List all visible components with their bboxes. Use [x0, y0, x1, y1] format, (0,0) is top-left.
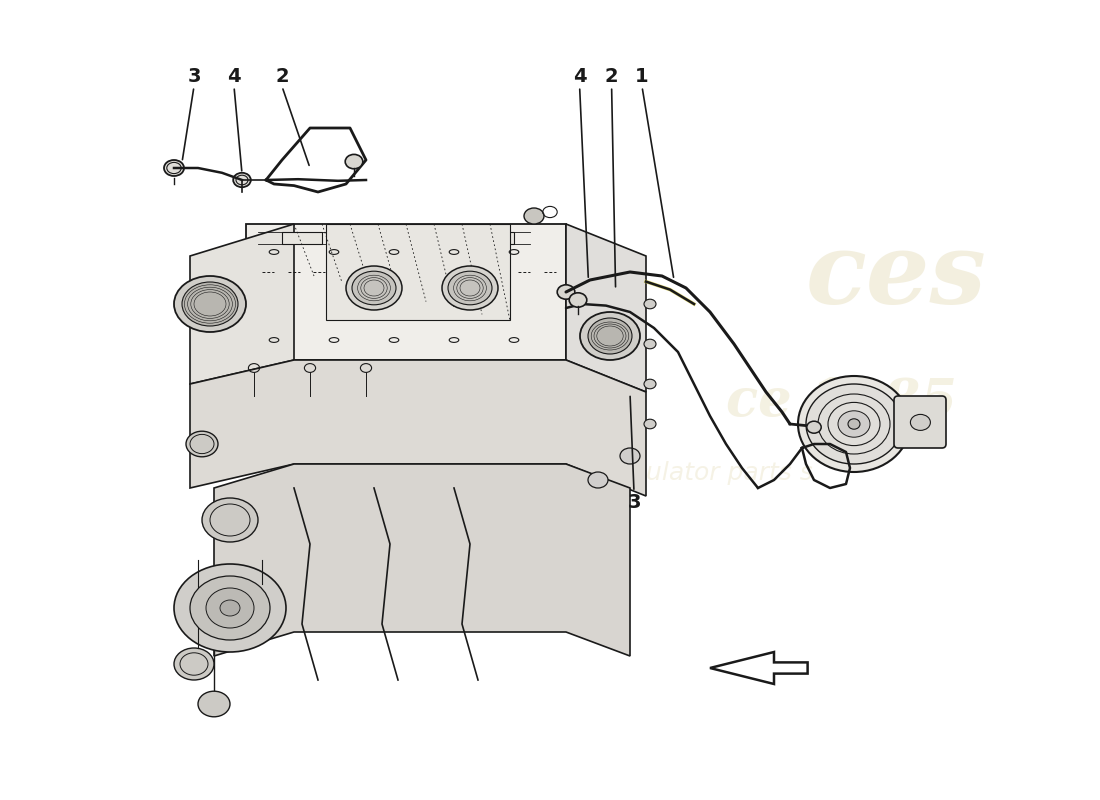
Ellipse shape	[202, 498, 258, 542]
Ellipse shape	[838, 411, 870, 437]
Ellipse shape	[182, 282, 238, 326]
Ellipse shape	[220, 600, 240, 616]
Text: 2: 2	[605, 66, 618, 86]
Ellipse shape	[620, 448, 640, 464]
Text: ulator parts s: ulator parts s	[646, 461, 813, 485]
Ellipse shape	[588, 472, 608, 488]
Ellipse shape	[174, 648, 214, 680]
Polygon shape	[474, 232, 514, 244]
Polygon shape	[710, 652, 807, 684]
Polygon shape	[346, 232, 386, 244]
Text: 4: 4	[228, 66, 241, 86]
Ellipse shape	[806, 421, 822, 434]
Ellipse shape	[798, 376, 910, 472]
Ellipse shape	[190, 576, 270, 640]
Ellipse shape	[580, 312, 640, 360]
Ellipse shape	[644, 419, 656, 429]
Ellipse shape	[174, 564, 286, 652]
Ellipse shape	[448, 271, 492, 305]
Polygon shape	[566, 224, 646, 392]
Ellipse shape	[164, 160, 184, 176]
Ellipse shape	[911, 414, 931, 430]
Ellipse shape	[569, 293, 586, 307]
FancyBboxPatch shape	[894, 396, 946, 448]
Ellipse shape	[848, 419, 860, 429]
Ellipse shape	[644, 339, 656, 349]
Text: ces: ces	[806, 228, 987, 325]
Ellipse shape	[198, 691, 230, 717]
Ellipse shape	[806, 384, 902, 464]
Text: 2: 2	[275, 66, 289, 86]
Polygon shape	[246, 224, 566, 360]
Polygon shape	[326, 224, 510, 320]
Ellipse shape	[345, 154, 363, 169]
Ellipse shape	[588, 318, 632, 354]
Text: 3: 3	[627, 493, 640, 512]
Polygon shape	[214, 464, 630, 656]
Ellipse shape	[524, 208, 544, 224]
Text: 1: 1	[635, 66, 649, 86]
Text: 4: 4	[573, 66, 586, 86]
Polygon shape	[282, 232, 322, 244]
Text: 3: 3	[187, 66, 200, 86]
Ellipse shape	[644, 299, 656, 309]
Polygon shape	[190, 224, 294, 384]
Ellipse shape	[644, 379, 656, 389]
Ellipse shape	[558, 285, 575, 299]
Polygon shape	[190, 360, 646, 496]
Polygon shape	[410, 232, 450, 244]
Ellipse shape	[174, 276, 246, 332]
Ellipse shape	[442, 266, 498, 310]
Ellipse shape	[352, 271, 396, 305]
Ellipse shape	[233, 173, 251, 187]
Ellipse shape	[346, 266, 402, 310]
Ellipse shape	[206, 588, 254, 628]
Text: ce 1985: ce 1985	[726, 376, 957, 427]
Ellipse shape	[186, 431, 218, 457]
